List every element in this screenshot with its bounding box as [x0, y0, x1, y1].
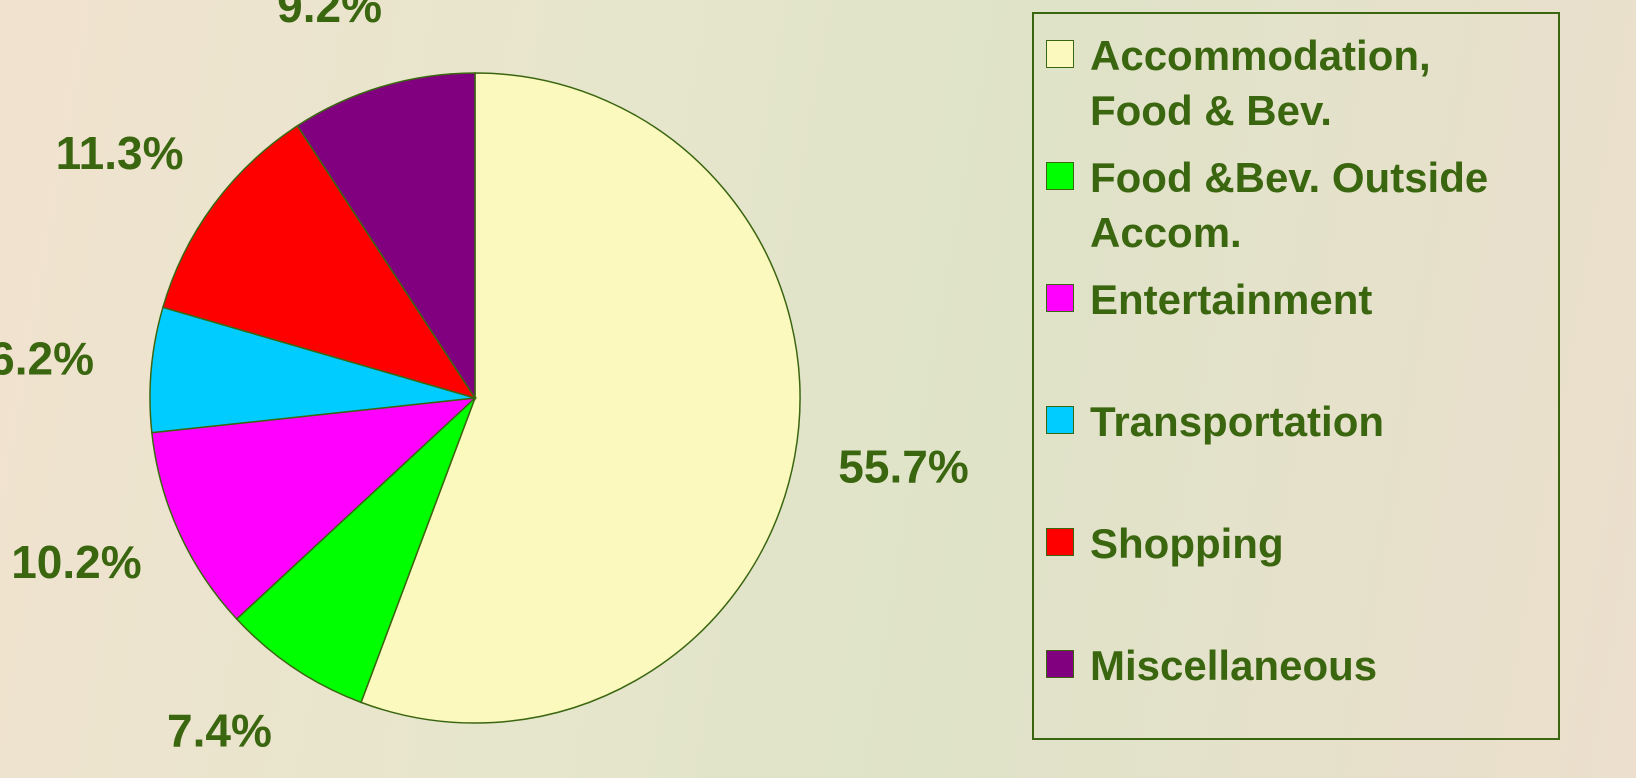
- legend-label: Accommodation, Food & Bev.: [1090, 32, 1431, 134]
- data-label: 9.2%: [277, 0, 382, 32]
- pie-chart: 55.7% 7.4% 10.2% 6.2% 11.3% 9.2%: [0, 0, 969, 757]
- legend-swatch: [1046, 650, 1074, 678]
- legend-label: Transportation: [1090, 398, 1385, 445]
- data-label: 6.2%: [0, 333, 94, 385]
- pie-slice: [235, 397, 476, 704]
- legend: Accommodation, Food & Bev. Food &Bev. Out…: [1032, 12, 1560, 740]
- pie-slice: [151, 397, 478, 621]
- data-label: 7.4%: [167, 705, 272, 757]
- pie-slice: [149, 306, 476, 434]
- legend-swatch: [1046, 284, 1074, 312]
- legend-swatch: [1046, 40, 1074, 68]
- legend-label: Food &Bev. Outside Accom.: [1090, 154, 1489, 256]
- data-label: 10.2%: [11, 536, 141, 588]
- legend-label: Miscellaneous: [1090, 642, 1378, 689]
- legend-label: Entertainment: [1090, 276, 1373, 323]
- legend-swatch: [1046, 528, 1074, 556]
- legend-swatch: [1046, 162, 1074, 190]
- data-label: 11.3%: [56, 127, 184, 179]
- data-label: 55.7%: [838, 440, 968, 492]
- pie-slice: [161, 124, 477, 400]
- legend-label: Shopping: [1090, 520, 1284, 567]
- pie-slice: [360, 72, 801, 724]
- pie-slice: [296, 72, 476, 401]
- legend-swatch: [1046, 406, 1074, 434]
